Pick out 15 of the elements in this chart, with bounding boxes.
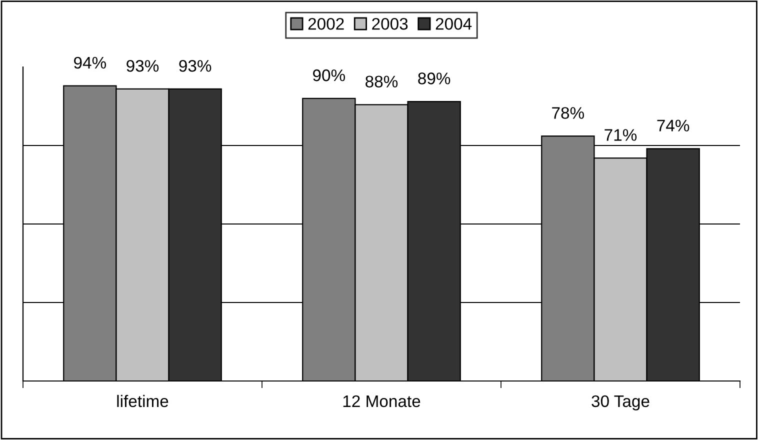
x-tick-label: 30 Tage (592, 395, 650, 410)
data-label: 88% (366, 76, 398, 88)
legend-label: 2004 (436, 18, 472, 30)
data-label: 89% (418, 72, 450, 84)
data-label: 94% (74, 56, 106, 69)
legend-label: 2002 (308, 18, 344, 30)
data-label: 74% (657, 120, 690, 132)
x-tick-label: lifetime (117, 394, 168, 408)
data-label: 90% (313, 69, 346, 82)
data-label: 93% (179, 60, 212, 72)
data-label: 93% (126, 60, 159, 72)
data-label: 78% (552, 107, 584, 119)
x-tick-label: 12 Monate (343, 395, 420, 408)
data-label: 71% (604, 129, 637, 141)
legend-label: 2003 (372, 18, 408, 30)
